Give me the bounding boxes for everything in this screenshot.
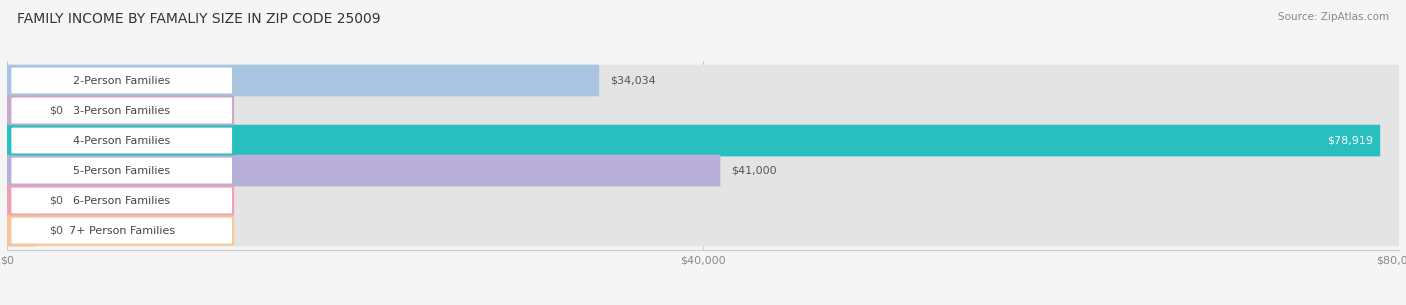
FancyBboxPatch shape <box>7 95 1399 126</box>
Text: $0: $0 <box>49 226 63 235</box>
Text: $41,000: $41,000 <box>731 166 778 176</box>
FancyBboxPatch shape <box>7 185 38 216</box>
FancyBboxPatch shape <box>7 65 1399 96</box>
Text: 4-Person Families: 4-Person Families <box>73 135 170 145</box>
Text: $0: $0 <box>49 196 63 206</box>
FancyBboxPatch shape <box>7 125 1399 156</box>
FancyBboxPatch shape <box>7 65 599 96</box>
Text: 2-Person Families: 2-Person Families <box>73 76 170 85</box>
FancyBboxPatch shape <box>10 66 233 95</box>
FancyBboxPatch shape <box>7 215 1399 246</box>
FancyBboxPatch shape <box>7 215 38 246</box>
Text: $78,919: $78,919 <box>1327 135 1374 145</box>
FancyBboxPatch shape <box>10 187 233 214</box>
Text: 3-Person Families: 3-Person Families <box>73 106 170 116</box>
FancyBboxPatch shape <box>10 217 233 245</box>
FancyBboxPatch shape <box>7 185 1399 216</box>
Text: $34,034: $34,034 <box>610 76 657 85</box>
Text: 6-Person Families: 6-Person Families <box>73 196 170 206</box>
Text: FAMILY INCOME BY FAMALIY SIZE IN ZIP CODE 25009: FAMILY INCOME BY FAMALIY SIZE IN ZIP COD… <box>17 12 381 26</box>
Text: $0: $0 <box>49 106 63 116</box>
FancyBboxPatch shape <box>7 155 1399 186</box>
Text: 7+ Person Families: 7+ Person Families <box>69 226 174 235</box>
FancyBboxPatch shape <box>7 95 38 126</box>
FancyBboxPatch shape <box>7 155 720 186</box>
FancyBboxPatch shape <box>10 127 233 155</box>
FancyBboxPatch shape <box>7 125 1381 156</box>
Text: 5-Person Families: 5-Person Families <box>73 166 170 176</box>
FancyBboxPatch shape <box>10 97 233 124</box>
FancyBboxPatch shape <box>10 156 233 185</box>
Text: Source: ZipAtlas.com: Source: ZipAtlas.com <box>1278 12 1389 22</box>
